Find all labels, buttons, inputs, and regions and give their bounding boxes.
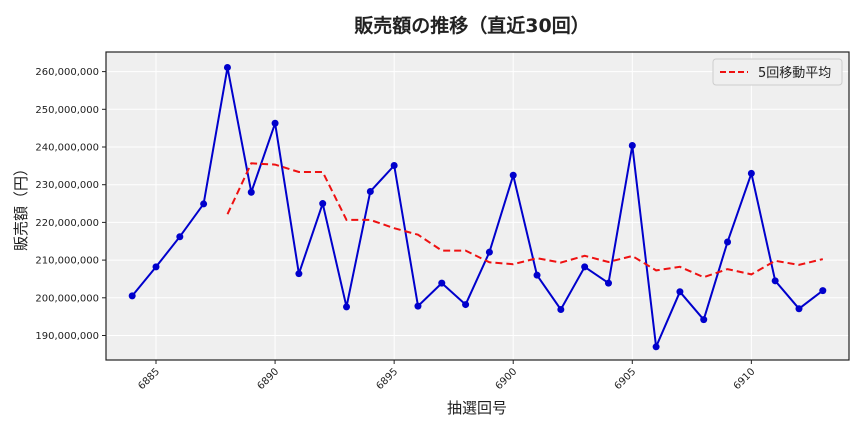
sales-data-point <box>438 279 446 287</box>
chart-title: 販売額の推移（直近30回） <box>354 14 589 37</box>
y-tick-label: 260,000,000 <box>35 67 99 78</box>
sales-data-point <box>176 233 184 241</box>
sales-data-point <box>628 141 636 149</box>
sales-data-point <box>652 343 660 351</box>
data-series <box>128 63 827 351</box>
y-tick-label: 210,000,000 <box>35 256 99 267</box>
y-axis-ticks: 190,000,000 200,000,000 210,000,000 220,000… <box>35 67 106 342</box>
sales-data-point <box>581 263 589 271</box>
y-tick-label: 200,000,000 <box>35 293 99 304</box>
y-tick-label: 220,000,000 <box>35 218 99 229</box>
x-axis-ticks: 6885 6890 6895 6900 6905 6910 <box>136 360 757 392</box>
sales-data-point <box>604 279 612 287</box>
sales-data-point <box>676 288 684 296</box>
y-axis-label: 販売額（円） <box>12 161 30 251</box>
sales-data-point <box>319 200 327 208</box>
legend-entry-moving-average: 5回移動平均 <box>758 66 831 81</box>
x-tick-label: 6905 <box>613 366 639 392</box>
y-tick-label: 250,000,000 <box>35 105 99 116</box>
sales-data-point <box>200 200 208 208</box>
y-tick-label: 190,000,000 <box>35 331 99 342</box>
y-tick-label: 240,000,000 <box>35 143 99 154</box>
sales-data-point <box>223 63 231 71</box>
sales-data-point <box>247 188 255 196</box>
sales-data-point <box>795 305 803 313</box>
sales-data-point <box>128 292 136 300</box>
sales-data-point <box>414 302 422 310</box>
sales-data-point <box>295 270 303 278</box>
x-axis-label: 抽選回号 <box>447 399 507 417</box>
sales-data-point <box>747 169 755 177</box>
legend: 5回移動平均 <box>712 58 843 86</box>
x-tick-label: 6910 <box>732 366 758 392</box>
x-tick-label: 6885 <box>136 366 162 392</box>
sales-data-point <box>533 271 541 279</box>
sales-data-point <box>152 263 160 271</box>
legend-box <box>712 58 843 86</box>
sales-data-point <box>509 171 517 179</box>
sales-data-point <box>343 303 351 311</box>
sales-data-point <box>819 287 827 295</box>
gridlines <box>106 52 849 360</box>
sales-data-point <box>366 187 374 195</box>
moving-average-line <box>226 162 824 279</box>
plot-area <box>106 52 849 360</box>
sales-data-point <box>462 301 470 309</box>
sales-data-point <box>390 161 398 169</box>
x-tick-label: 6895 <box>374 366 400 392</box>
x-tick-label: 6900 <box>494 366 520 392</box>
x-tick-label: 6890 <box>255 366 281 392</box>
sales-data-point <box>724 238 732 246</box>
sales-data-point <box>700 316 708 324</box>
sales-data-point <box>771 277 779 285</box>
sales-data-point <box>271 119 279 127</box>
sales-data-point <box>485 248 493 256</box>
sales-data-point <box>557 305 565 313</box>
plot-frame <box>105 51 850 361</box>
y-tick-label: 230,000,000 <box>35 180 99 191</box>
